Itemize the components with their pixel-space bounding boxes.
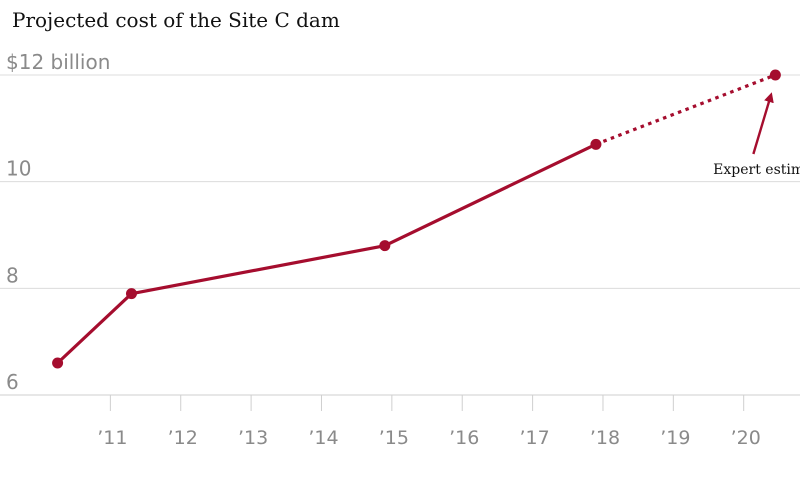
x-tick-label: ’13 (238, 427, 268, 449)
x-tick-label: ’16 (449, 427, 479, 449)
x-tick-label: ’15 (379, 427, 409, 449)
x-tick-label: ’14 (308, 427, 338, 449)
data-point (379, 240, 391, 252)
data-point (52, 357, 64, 369)
y-tick-label: $12 billion (6, 50, 110, 74)
y-tick-label: 6 (6, 370, 19, 394)
data-point (590, 138, 602, 150)
series-line (55, 142, 598, 365)
annotation-label: Expert estimates (713, 162, 800, 178)
y-tick-label: 10 (6, 157, 31, 181)
series-line-projected (595, 73, 776, 146)
x-tick-label: ’19 (660, 427, 690, 449)
x-tick-label: ’18 (590, 427, 620, 449)
data-point (125, 288, 137, 300)
annotation-arrow (752, 92, 774, 155)
x-tick-label: ’17 (519, 427, 549, 449)
y-tick-label: 8 (6, 263, 19, 287)
x-tick-label: ’20 (731, 427, 761, 449)
chart-title: Projected cost of the Site C dam (12, 8, 340, 32)
x-tick-label: ’11 (97, 427, 127, 449)
data-point (769, 69, 781, 81)
x-tick-label: ’12 (168, 427, 198, 449)
